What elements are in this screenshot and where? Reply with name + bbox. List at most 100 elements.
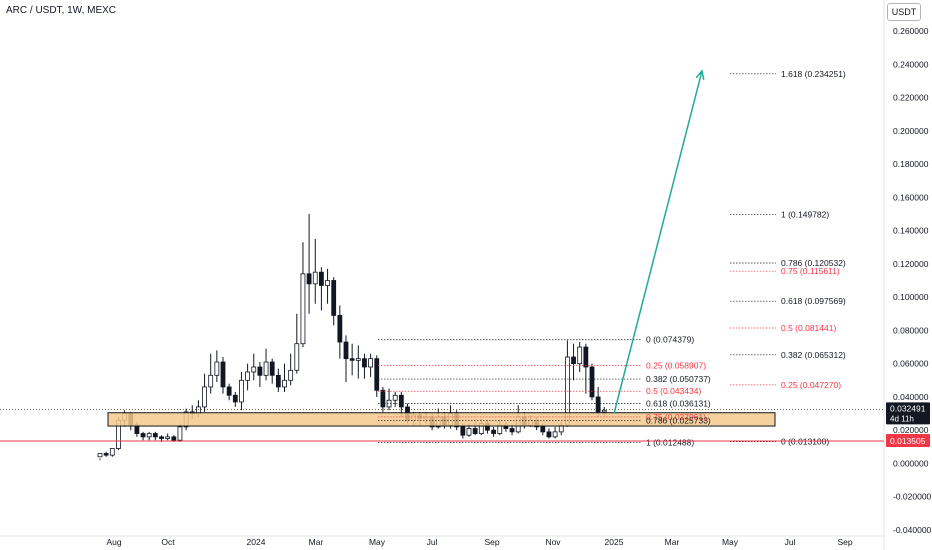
currency-unit-button[interactable]: USDT: [887, 3, 921, 21]
candle-body: [577, 346, 583, 365]
candle-body: [159, 436, 164, 439]
x-tick-label: Aug: [106, 537, 121, 547]
fib-retracement-left: 0 (0.074379) 0.25 (0.058907) 0.382 (0.0507…: [378, 335, 711, 448]
candle-body: [245, 371, 251, 381]
candle-body: [202, 386, 207, 408]
candle-body: [288, 369, 294, 381]
plot-area: [0, 0, 884, 536]
x-tick-label: Jul: [427, 537, 438, 547]
candle-body: [349, 358, 355, 361]
x-tick-label: Oct: [161, 537, 175, 547]
y-tick-label: 0.200000: [893, 126, 929, 136]
y-tick-label: 0.100000: [893, 292, 929, 302]
support-price-label: 0.013505: [890, 436, 926, 446]
candle-body: [552, 431, 558, 438]
fib-level-label: 0.618 (0.036131): [646, 398, 711, 408]
fib-level-label: 0.25 (0.058907): [646, 360, 706, 370]
fib-level-label: 0.75 (0.027961): [646, 412, 706, 422]
candle-body: [312, 271, 318, 285]
candle-body: [239, 379, 244, 403]
support-price-tag: 0.013505: [886, 434, 930, 448]
candle-body: [232, 394, 238, 403]
candle-body: [460, 426, 466, 436]
y-tick-label: 0.160000: [893, 192, 929, 202]
x-tick-label: Sep: [837, 537, 852, 547]
fib-level-label: 0.382 (0.050737): [646, 374, 711, 384]
y-tick-label: 0.020000: [893, 425, 929, 435]
current-price-bg: [886, 402, 930, 425]
x-tick-label: May: [722, 537, 739, 547]
support-price-bg: [886, 434, 930, 448]
candle-body: [380, 389, 386, 408]
candle-body: [368, 358, 374, 368]
candle-body: [355, 358, 361, 361]
target-arrow-head: [695, 69, 705, 80]
candle-body: [294, 343, 300, 371]
candle-body: [103, 453, 109, 456]
target-arrow-shaft: [613, 70, 703, 414]
candle-body: [306, 273, 312, 285]
candle-body: [601, 409, 607, 413]
x-tick-label: 2025: [605, 537, 624, 547]
candle-body: [146, 433, 152, 438]
candle-body: [214, 361, 220, 376]
bar-countdown-label: 4d 11h: [890, 414, 914, 423]
candle-body: [165, 436, 171, 439]
fib-level-label: 0.25 (0.047270): [781, 380, 841, 390]
y-tick-label: 0.060000: [893, 359, 929, 369]
support-zone: [107, 412, 776, 427]
candle-body: [318, 271, 324, 286]
current-price-label: 0.032491: [890, 403, 926, 413]
candle-body: [300, 273, 306, 345]
fib-level-label: 1.618 (0.234251): [781, 69, 846, 79]
candle-body: [337, 315, 343, 343]
fib-level-label: 0.5 (0.081441): [781, 323, 836, 333]
y-tick-label: 0.140000: [893, 226, 929, 236]
x-tick-label: 2024: [247, 537, 266, 547]
fib-level-label: 0.618 (0.097569): [781, 296, 846, 306]
candle-body: [472, 428, 478, 434]
candle-body: [571, 356, 576, 365]
chart-title: ARC / USDT, 1W, MEXC: [6, 5, 117, 16]
x-tick-label: Jul: [785, 537, 796, 547]
y-tick-label: -0.020000: [893, 492, 932, 502]
y-tick-label: 0.220000: [893, 93, 929, 103]
x-tick-label: Mar: [309, 537, 324, 547]
candle-body: [491, 429, 497, 434]
candle-body: [509, 428, 515, 433]
fib-level-label: 0.786 (0.120532): [781, 258, 846, 268]
fib-extension-right: 1.618 (0.234251) 1 (0.149782) 0.786 (0.120…: [730, 69, 846, 447]
fib-level-label: 0 (0.013100): [781, 437, 829, 447]
candle-body: [583, 346, 589, 368]
candle-body: [343, 341, 349, 360]
fib-level-label: 0.75 (0.115611): [781, 266, 840, 276]
candle-body: [171, 436, 177, 441]
fib-level-label: 1 (0.012488): [646, 438, 694, 448]
candle-body: [374, 358, 380, 391]
candle-body: [362, 358, 367, 368]
candle-body: [109, 448, 115, 456]
x-tick-label: Mar: [665, 537, 680, 547]
candle-body: [540, 426, 546, 433]
fib-level-label: 0.786 (0.025733): [646, 416, 711, 426]
candle-body: [595, 396, 601, 413]
candle-body: [208, 374, 214, 388]
candle-body: [466, 428, 472, 436]
y-tick-label: 0.240000: [893, 59, 929, 69]
candle-body: [257, 366, 263, 376]
candle-body: [325, 280, 330, 286]
candle-body: [282, 379, 287, 388]
candle-body: [331, 280, 337, 316]
candle-body: [152, 433, 158, 438]
candle-body: [251, 366, 257, 373]
candle-body: [220, 361, 226, 388]
fib-level-label: 0.5 (0.043434): [646, 386, 701, 396]
candle-body: [97, 453, 103, 458]
candle-body: [546, 431, 552, 438]
x-tick-label: Sep: [484, 537, 499, 547]
candle-body: [177, 426, 183, 441]
candle-body: [398, 394, 404, 408]
y-tick-label: 0.120000: [893, 259, 929, 269]
